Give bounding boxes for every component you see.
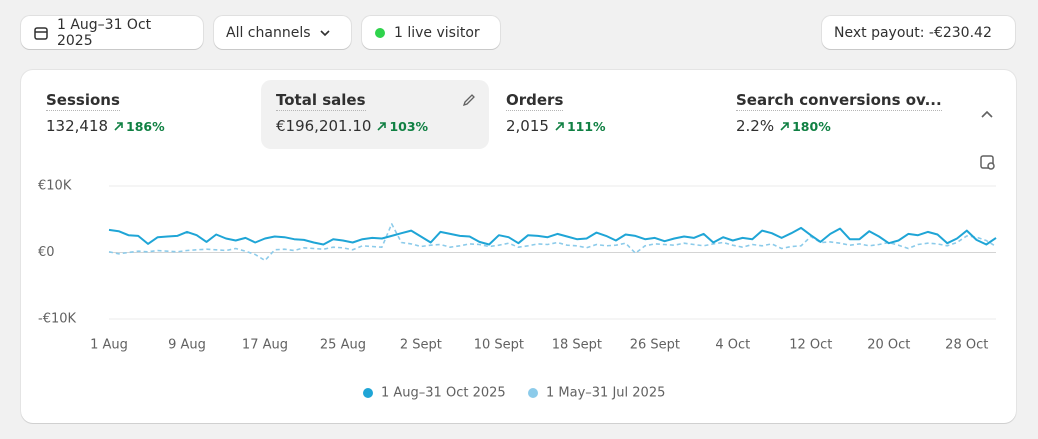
metric-label: Total sales (276, 91, 366, 111)
chart-icon[interactable] (979, 154, 997, 172)
metric-change: 111% (566, 118, 606, 134)
payout-button[interactable]: Next payout: -€230.42 (822, 16, 1015, 49)
legend-dot (363, 388, 373, 398)
x-tick-label: 25 Aug (320, 338, 366, 353)
live-button[interactable]: 1 live visitor (362, 16, 500, 49)
edit-icon[interactable] (461, 92, 477, 108)
metric-tile[interactable]: Search conversions ov... 2.2% 180% (721, 80, 949, 149)
legend-label: 1 May–31 Jul 2025 (546, 386, 665, 401)
x-tick-label: 17 Aug (242, 338, 288, 353)
x-tick-label: 20 Oct (867, 338, 910, 353)
channels-button[interactable]: All channels (214, 16, 351, 49)
x-tick-label: 10 Sept (474, 338, 524, 353)
metric-value: 2,015 (506, 117, 549, 135)
x-tick-label: 26 Sept (630, 338, 680, 353)
x-tick-label: 4 Oct (715, 338, 750, 353)
up-arrow (377, 121, 387, 131)
x-tick-label: 12 Oct (789, 338, 832, 353)
date-button[interactable]: 1 Aug–31 Oct 2025 (21, 16, 203, 49)
live: 1 live visitor (394, 24, 480, 41)
legend-dot (528, 388, 538, 398)
date-range: 1 Aug–31 Oct 2025 (56, 16, 152, 49)
y-tick-label: €10K (38, 179, 72, 194)
x-tick-label: 1 Aug (90, 338, 128, 353)
up-arrow (780, 121, 789, 131)
calendar-icon (34, 26, 48, 40)
up-arrow (555, 121, 564, 131)
x-tick-label: 28 Oct (945, 338, 988, 353)
live-dot (375, 27, 385, 38)
metric-change: 186% (126, 118, 165, 134)
y-tick-label: -€10K (38, 312, 77, 327)
metric-value: 2.2% (736, 117, 775, 135)
metric-tile[interactable]: Total sales €196,201.10 103% (261, 80, 489, 149)
series-line (108, 223, 997, 262)
metric-value: €196,201.10 (276, 117, 372, 135)
payout: Next payout: -€230.42 (834, 24, 992, 41)
metric-label: Sessions (46, 91, 120, 111)
x-tick-label: 9 Aug (168, 338, 206, 353)
metric-label: Search conversions ov... (736, 91, 942, 111)
metric-label: Orders (506, 91, 564, 111)
metric-tile[interactable]: Orders 2,015 111% (491, 80, 719, 149)
series-line (108, 226, 997, 246)
x-tick-label: 18 Sept (552, 338, 602, 353)
legend-label: 1 Aug–31 Oct 2025 (381, 386, 506, 401)
metric-value: 132,418 (46, 117, 109, 135)
metric-tile[interactable]: Sessions 132,418 186% (31, 80, 259, 149)
metric-change: 180% (792, 118, 831, 134)
up-arrow (114, 121, 123, 131)
metric-change: 103% (389, 118, 429, 134)
channels: All channels (226, 24, 311, 41)
y-tick-label: €0 (38, 245, 55, 260)
x-tick-label: 2 Sept (400, 338, 442, 353)
chevron (319, 29, 330, 36)
collapse[interactable] (979, 107, 995, 123)
